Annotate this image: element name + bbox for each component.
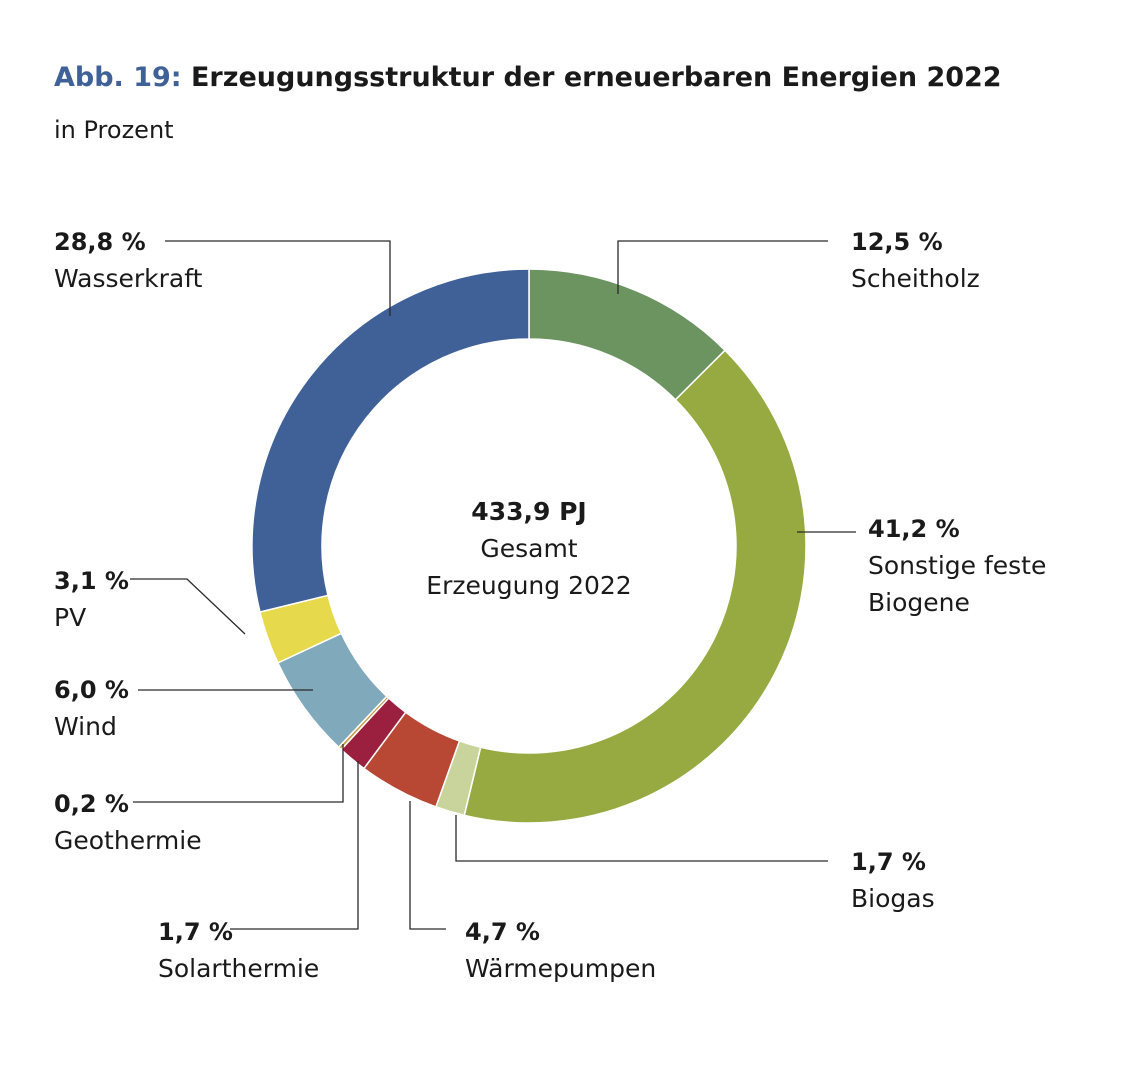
value-label-biogas: 1,7 % bbox=[851, 848, 926, 876]
value-label-geothermie: 0,2 % bbox=[54, 790, 129, 818]
name-label-pv: PV bbox=[54, 603, 86, 632]
center-line1: Gesamt bbox=[480, 534, 577, 563]
name-label-scheitholz: Scheitholz bbox=[851, 264, 980, 293]
leader-line-solarthermie bbox=[230, 761, 359, 930]
name-label-geothermie: Geothermie bbox=[54, 826, 202, 855]
name-label-biogas: Biogas bbox=[851, 884, 935, 913]
leader-line-biogas bbox=[455, 815, 828, 862]
value-label-wind: 6,0 % bbox=[54, 676, 129, 704]
leader-lines-group bbox=[130, 240, 856, 930]
center-line2: Erzeugung 2022 bbox=[426, 571, 631, 600]
value-label-solarthermie: 1,7 % bbox=[158, 918, 233, 946]
leader-line-wasserkraft bbox=[165, 240, 391, 316]
leader-line-waermepumpen bbox=[409, 801, 446, 930]
slice-wasserkraft bbox=[251, 268, 530, 613]
labels-group: 12,5 % Scheitholz 41,2 % Sonstige feste Biog… bbox=[54, 228, 1046, 983]
chart-subtitle: in Prozent bbox=[54, 116, 174, 144]
center-total: 433,9 PJ bbox=[471, 497, 586, 526]
value-label-scheitholz: 12,5 % bbox=[851, 228, 943, 256]
value-label-wasserkraft: 28,8 % bbox=[54, 228, 146, 256]
name-label-wind: Wind bbox=[54, 712, 117, 741]
name-label-waermepumpen: Wärmepumpen bbox=[465, 954, 656, 983]
name-label-sonstige-feste-biogene: Sonstige feste Biogene bbox=[868, 551, 1046, 617]
leader-line-geothermie bbox=[133, 744, 344, 803]
figure-label: Abb. 19: bbox=[54, 62, 182, 93]
name-label-solarthermie: Solarthermie bbox=[158, 954, 319, 983]
leader-line-scheitholz bbox=[617, 240, 828, 294]
slices-group bbox=[251, 268, 807, 824]
leader-line-pv bbox=[130, 578, 246, 635]
name-label-wasserkraft: Wasserkraft bbox=[54, 264, 203, 293]
title-text: Erzeugungsstruktur der erneuerbaren Ener… bbox=[190, 62, 1002, 93]
value-label-pv: 3,1 % bbox=[54, 567, 129, 595]
slice-sonstige-feste-biogene bbox=[463, 349, 807, 824]
chart-title: Abb. 19: Erzeugungsstruktur der erneuerb… bbox=[54, 62, 1002, 93]
value-label-sonstige-feste-biogene: 41,2 % bbox=[868, 515, 960, 543]
value-label-waermepumpen: 4,7 % bbox=[465, 918, 540, 946]
